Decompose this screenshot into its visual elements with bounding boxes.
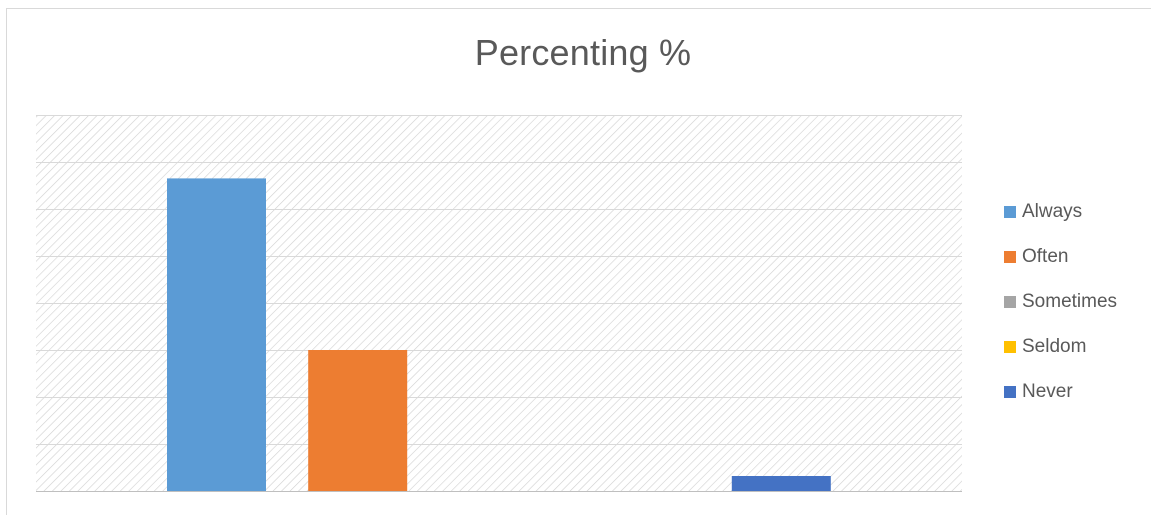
chart-title: Percenting % xyxy=(474,32,692,73)
legend-item-seldom: Seldom xyxy=(1004,335,1152,380)
legend-swatch-seldom xyxy=(1004,341,1016,353)
legend-item-never: Never xyxy=(1004,380,1152,425)
legend: Always Often Sometimes Seldom Never xyxy=(1004,200,1152,425)
bar-always xyxy=(167,178,266,491)
legend-label-never: Never xyxy=(1022,381,1073,402)
legend-label-seldom: Seldom xyxy=(1022,336,1087,357)
legend-label-sometimes: Sometimes xyxy=(1022,291,1118,312)
bar-never xyxy=(731,476,831,491)
legend-item-often: Often xyxy=(1004,245,1152,290)
legend-item-always: Always xyxy=(1004,200,1152,245)
legend-swatch-often xyxy=(1004,251,1016,263)
legend-swatch-never xyxy=(1004,386,1016,398)
legend-label-often: Often xyxy=(1022,246,1069,267)
legend-label-always: Always xyxy=(1022,201,1083,222)
legend-swatch-sometimes xyxy=(1004,296,1016,308)
bars xyxy=(167,178,831,491)
legend-item-sometimes: Sometimes xyxy=(1004,290,1152,335)
legend-swatch-always xyxy=(1004,206,1016,218)
bar-often xyxy=(308,350,408,491)
